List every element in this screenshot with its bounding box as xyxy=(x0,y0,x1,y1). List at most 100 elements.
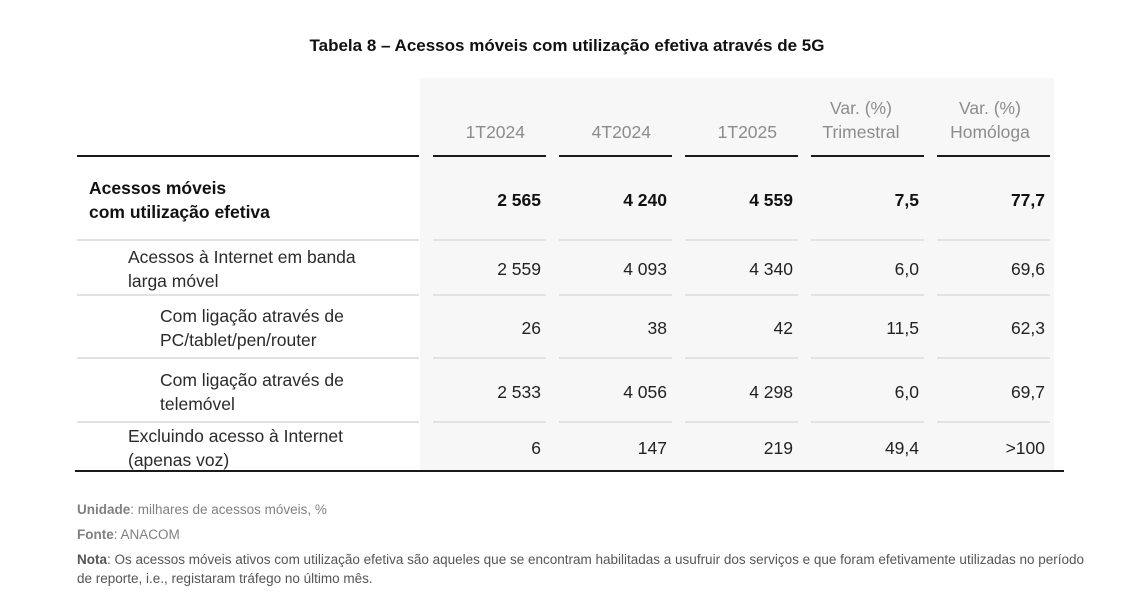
row-separator xyxy=(77,357,419,359)
cell-var-homologa: 69,7 xyxy=(1010,382,1045,402)
row-label-line1: Excluindo acesso à Internet xyxy=(128,426,343,446)
row-label: Com ligação através de PC/tablet/pen/rou… xyxy=(160,304,344,352)
row-label-line2: (apenas voz) xyxy=(128,450,230,470)
header-rule xyxy=(433,155,546,157)
cell-4t2024: 4 093 xyxy=(623,259,667,279)
row-separator xyxy=(937,239,1050,241)
cell-1t2024: 2 559 xyxy=(497,259,541,279)
header-line1: Var. (%) xyxy=(830,98,892,118)
row-separator xyxy=(77,421,419,423)
header-line2: Trimestral xyxy=(822,122,900,142)
cell-1t2024: 2 565 xyxy=(497,190,541,210)
row-separator xyxy=(685,357,798,359)
header-line2: 1T2025 xyxy=(717,122,777,142)
row-separator xyxy=(433,239,546,241)
column-header-homologa: Var. (%) Homóloga xyxy=(937,96,1043,144)
cell-1t2024: 2 533 xyxy=(497,382,541,402)
table-title: Tabela 8 – Acessos móveis com utilização… xyxy=(309,36,825,55)
row-separator xyxy=(811,357,924,359)
cell-var-trimestral: 11,5 xyxy=(886,318,919,338)
column-background xyxy=(548,78,673,470)
row-separator xyxy=(811,421,924,423)
row-label: Excluindo acesso à Internet (apenas voz) xyxy=(128,424,343,472)
row-separator xyxy=(433,294,546,296)
row-label-line1: Com ligação através de xyxy=(160,306,344,326)
cell-var-trimestral: 49,4 xyxy=(884,438,919,458)
row-separator xyxy=(433,357,546,359)
cell-var-homologa: >100 xyxy=(1005,438,1045,458)
row-separator xyxy=(559,421,672,423)
column-header-trimestral: Var. (%) Trimestral xyxy=(806,96,916,144)
row-label: Acessos móveis com utilização efetiva xyxy=(89,176,270,224)
header-rule xyxy=(685,155,798,157)
cell-1t2025: 4 340 xyxy=(749,259,793,279)
cell-1t2025: 4 559 xyxy=(749,190,793,210)
row-label: Com ligação através de telemóvel xyxy=(160,368,344,416)
cell-var-homologa: 69,6 xyxy=(1010,259,1045,279)
cell-var-trimestral: 7,5 xyxy=(894,190,919,210)
cell-4t2024: 147 xyxy=(637,438,667,458)
cell-var-trimestral: 6,0 xyxy=(894,382,919,402)
row-separator xyxy=(559,357,672,359)
row-separator xyxy=(937,294,1050,296)
column-header-1t2024: 1T2024 xyxy=(433,96,525,144)
header-line1 xyxy=(685,96,777,120)
row-separator xyxy=(937,421,1050,423)
cell-var-trimestral: 6,0 xyxy=(894,259,919,279)
header-line1 xyxy=(433,96,525,120)
cell-var-homologa: 77,7 xyxy=(1010,190,1045,210)
row-separator xyxy=(685,294,798,296)
unit-note-text: : milhares de acessos móveis, % xyxy=(130,502,327,517)
footnote-text: : Os acessos móveis ativos com utilizaçã… xyxy=(77,552,1085,586)
cell-var-homologa: 62,3 xyxy=(1010,318,1045,338)
row-label-line2: telemóvel xyxy=(160,394,235,414)
column-background xyxy=(673,78,798,470)
column-header-4t2024: 4T2024 xyxy=(559,96,651,144)
header-rule xyxy=(811,155,924,157)
cell-1t2024: 6 xyxy=(531,438,541,458)
row-label-line2: larga móvel xyxy=(128,271,219,291)
row-separator xyxy=(811,294,924,296)
header-line2: 4T2024 xyxy=(591,122,651,142)
header-rule xyxy=(937,155,1050,157)
footnote: Nota: Os acessos móveis ativos com utili… xyxy=(77,550,1087,588)
row-separator xyxy=(811,239,924,241)
source-note-label: Fonte xyxy=(77,527,114,542)
header-line1 xyxy=(559,96,651,120)
cell-4t2024: 4 240 xyxy=(623,190,667,210)
unit-note-label: Unidade xyxy=(77,502,131,517)
row-separator xyxy=(937,357,1050,359)
row-label-line2: com utilização efetiva xyxy=(89,202,270,222)
row-label-line1: Acessos móveis xyxy=(89,178,227,198)
header-line2: 1T2024 xyxy=(465,122,525,142)
row-label-line1: Com ligação através de xyxy=(160,370,344,390)
row-label-line2: PC/tablet/pen/router xyxy=(160,330,317,350)
row-separator xyxy=(77,239,419,241)
row-separator xyxy=(433,421,546,423)
cell-1t2024: 26 xyxy=(521,318,541,338)
column-header-1t2025: 1T2025 xyxy=(685,96,777,144)
header-line2: Homóloga xyxy=(950,122,1030,142)
cell-4t2024: 4 056 xyxy=(623,382,667,402)
source-note-text: : ANACOM xyxy=(113,527,180,542)
cell-1t2025: 4 298 xyxy=(749,382,793,402)
row-separator xyxy=(77,294,419,296)
row-separator xyxy=(559,294,672,296)
header-rule xyxy=(559,155,672,157)
unit-note: Unidade: milhares de acessos móveis, % xyxy=(77,500,1087,519)
row-separator xyxy=(685,239,798,241)
table-bottom-rule xyxy=(75,470,1064,472)
column-background xyxy=(798,78,924,470)
row-label-line1: Acessos à Internet em banda xyxy=(128,247,356,267)
cell-1t2025: 42 xyxy=(773,318,793,338)
header-rule xyxy=(77,155,419,157)
row-separator xyxy=(685,421,798,423)
cell-1t2025: 219 xyxy=(763,438,793,458)
cell-4t2024: 38 xyxy=(647,318,667,338)
row-separator xyxy=(559,239,672,241)
row-label: Acessos à Internet em banda larga móvel xyxy=(128,245,356,293)
footnote-label: Nota xyxy=(77,552,107,567)
column-background xyxy=(420,78,548,470)
column-background xyxy=(924,78,1054,470)
source-note: Fonte: ANACOM xyxy=(77,525,1087,544)
